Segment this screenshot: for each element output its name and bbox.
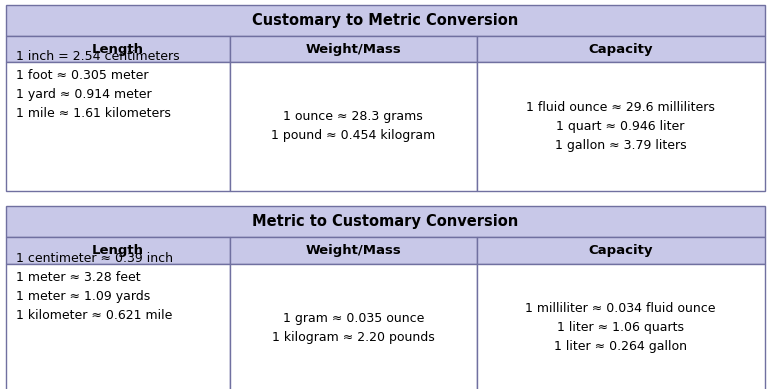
Text: 1 inch = 2.54 centimeters
1 foot ≈ 0.305 meter
1 yard ≈ 0.914 meter
1 mile ≈ 1.6: 1 inch = 2.54 centimeters 1 foot ≈ 0.305… (16, 50, 180, 120)
Text: Weight/Mass: Weight/Mass (305, 244, 401, 257)
Text: Capacity: Capacity (588, 42, 653, 56)
Text: 1 ounce ≈ 28.3 grams
1 pound ≈ 0.454 kilogram: 1 ounce ≈ 28.3 grams 1 pound ≈ 0.454 kil… (271, 110, 436, 142)
Bar (6, 36, 230, 62)
Bar (476, 36, 765, 62)
Bar (476, 264, 765, 389)
Bar (6, 62, 230, 191)
Text: Capacity: Capacity (588, 244, 653, 257)
Bar (230, 237, 476, 264)
Bar (6, 264, 230, 389)
Text: Metric to Customary Conversion: Metric to Customary Conversion (252, 214, 519, 229)
Text: 1 centimeter ≈ 0.39 inch
1 meter ≈ 3.28 feet
1 meter ≈ 1.09 yards
1 kilometer ≈ : 1 centimeter ≈ 0.39 inch 1 meter ≈ 3.28 … (16, 252, 173, 322)
Bar (476, 237, 765, 264)
Text: 1 fluid ounce ≈ 29.6 milliliters
1 quart ≈ 0.946 liter
1 gallon ≈ 3.79 liters: 1 fluid ounce ≈ 29.6 milliliters 1 quart… (527, 101, 715, 152)
Text: 1 gram ≈ 0.035 ounce
1 kilogram ≈ 2.20 pounds: 1 gram ≈ 0.035 ounce 1 kilogram ≈ 2.20 p… (272, 312, 435, 344)
Bar (230, 264, 476, 389)
Bar (6, 237, 230, 264)
Text: 1 milliliter ≈ 0.034 fluid ounce
1 liter ≈ 1.06 quarts
1 liter ≈ 0.264 gallon: 1 milliliter ≈ 0.034 fluid ounce 1 liter… (525, 302, 716, 354)
Bar (230, 36, 476, 62)
Text: Length: Length (92, 42, 144, 56)
Text: Weight/Mass: Weight/Mass (305, 42, 401, 56)
Text: Length: Length (92, 244, 144, 257)
Bar (476, 62, 765, 191)
Bar (6, 5, 765, 36)
Bar (6, 206, 765, 237)
Bar (230, 62, 476, 191)
Text: Customary to Metric Conversion: Customary to Metric Conversion (252, 13, 519, 28)
